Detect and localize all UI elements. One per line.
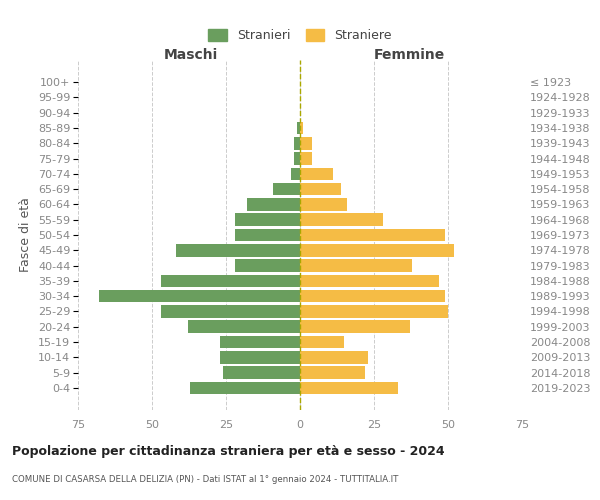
Legend: Stranieri, Straniere: Stranieri, Straniere: [203, 24, 397, 47]
Bar: [300, 274, 439, 287]
Bar: [176, 244, 300, 256]
Bar: [235, 214, 300, 226]
Bar: [300, 336, 344, 348]
Bar: [300, 228, 445, 241]
Text: Maschi: Maschi: [163, 48, 218, 62]
Bar: [300, 137, 312, 149]
Bar: [300, 122, 303, 134]
Bar: [300, 320, 410, 333]
Bar: [235, 260, 300, 272]
Bar: [300, 152, 312, 165]
Bar: [294, 152, 300, 165]
Bar: [190, 382, 300, 394]
Text: COMUNE DI CASARSA DELLA DELIZIA (PN) - Dati ISTAT al 1° gennaio 2024 - TUTTITALI: COMUNE DI CASARSA DELLA DELIZIA (PN) - D…: [12, 475, 398, 484]
Bar: [300, 305, 448, 318]
Text: Popolazione per cittadinanza straniera per età e sesso - 2024: Popolazione per cittadinanza straniera p…: [12, 445, 445, 458]
Bar: [300, 183, 341, 196]
Bar: [300, 244, 454, 256]
Text: Femmine: Femmine: [374, 48, 445, 62]
Bar: [161, 274, 300, 287]
Bar: [161, 305, 300, 318]
Bar: [300, 382, 398, 394]
Bar: [300, 290, 445, 302]
Bar: [300, 198, 347, 210]
Y-axis label: Fasce di età: Fasce di età: [19, 198, 32, 272]
Bar: [300, 168, 332, 180]
Bar: [223, 366, 300, 379]
Bar: [188, 320, 300, 333]
Bar: [300, 260, 412, 272]
Bar: [291, 168, 300, 180]
Bar: [274, 183, 300, 196]
Bar: [99, 290, 300, 302]
Bar: [235, 228, 300, 241]
Bar: [300, 351, 368, 364]
Bar: [220, 351, 300, 364]
Bar: [294, 137, 300, 149]
Bar: [220, 336, 300, 348]
Bar: [297, 122, 300, 134]
Bar: [300, 214, 383, 226]
Bar: [247, 198, 300, 210]
Bar: [300, 366, 365, 379]
